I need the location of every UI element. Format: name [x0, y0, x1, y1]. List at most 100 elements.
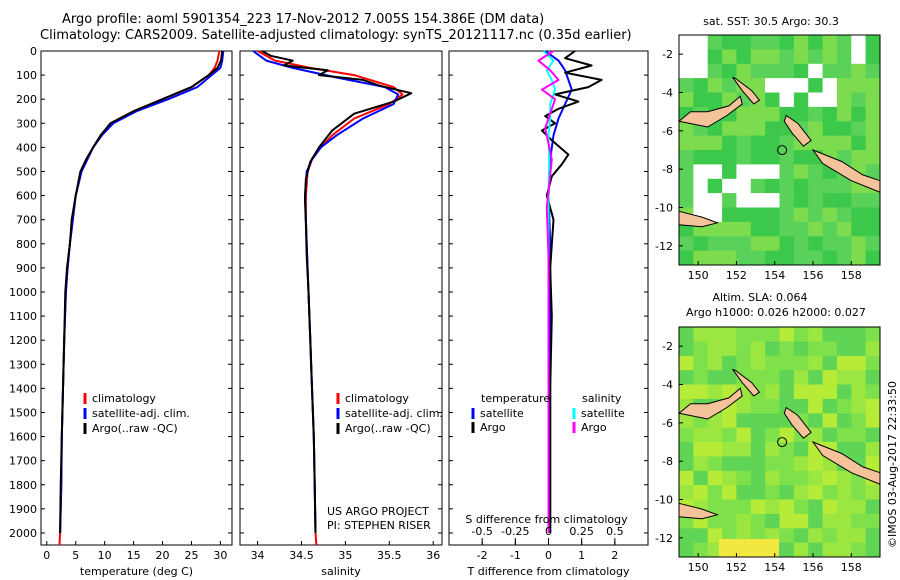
map-pixel — [779, 193, 795, 208]
map-pixel — [793, 92, 809, 108]
map-pixel — [750, 207, 766, 223]
map-pixel — [865, 236, 881, 252]
map-pixel — [808, 456, 824, 472]
map-pixel — [808, 207, 824, 223]
depth-tick-label: 0 — [30, 45, 37, 58]
map-pixel — [836, 236, 852, 252]
map-pixel — [822, 178, 838, 194]
map-pixel-high — [719, 539, 779, 557]
map-pixel — [808, 370, 824, 385]
map-pixel — [679, 370, 694, 385]
map-pixel — [679, 164, 694, 180]
map-pixel — [793, 106, 809, 122]
map-sla: 150 152 154 156 158 -2 -4 -6 -8 -10 -12 — [655, 326, 881, 574]
map-pixel — [779, 207, 795, 223]
map-pixel — [836, 121, 852, 137]
map-pixel — [808, 528, 824, 544]
map-pixel — [779, 499, 795, 515]
map-pixel — [793, 370, 809, 385]
map-pixel — [808, 121, 824, 137]
map-pixel — [808, 193, 824, 208]
map-pixel — [808, 35, 824, 50]
map-pixel — [707, 442, 723, 457]
map-pixel — [808, 221, 824, 237]
x-tick-label: 35 — [338, 549, 352, 562]
map-frame — [678, 34, 881, 266]
map-pixel — [707, 513, 723, 529]
map-pixel — [808, 78, 824, 93]
map-pixel — [679, 341, 694, 357]
map-sla-title: Altim. SLA: 0.064 — [712, 291, 807, 304]
map-sla-subtitle: Argo h1000: 0.026 h2000: 0.027 — [686, 306, 866, 319]
map-pixel — [707, 327, 723, 342]
map-pixel — [722, 413, 737, 429]
map-pixel — [693, 150, 709, 165]
map-pixel — [736, 178, 752, 194]
map-pixel — [722, 341, 737, 357]
map-pixel — [765, 427, 780, 443]
map-pixel — [779, 542, 795, 558]
x-tick-label: 0 — [545, 549, 552, 562]
map-pixel — [808, 542, 824, 558]
map-pixel — [750, 106, 766, 122]
map-pixel — [779, 427, 795, 443]
map-pixel — [750, 485, 766, 500]
map-pixel — [779, 370, 795, 385]
map-pixel — [679, 542, 694, 558]
header-line-2: Climatology: CARS2009. Satellite-adjuste… — [40, 28, 632, 43]
map-pixel — [765, 456, 780, 472]
map-pixel — [736, 164, 752, 180]
map-pixel — [693, 327, 709, 342]
map-pixel — [736, 355, 752, 371]
map-pixel — [736, 442, 752, 457]
map-pixel — [765, 63, 780, 79]
map-x-tick-label: 152 — [726, 561, 747, 574]
map-pixel — [808, 355, 824, 371]
map-pixel — [736, 150, 752, 165]
map-pixel — [836, 485, 852, 500]
map-pixel — [750, 398, 766, 414]
map-pixel — [793, 63, 809, 79]
map-pixel — [808, 327, 824, 342]
map-pixel — [793, 398, 809, 414]
map-pixel — [793, 499, 809, 515]
depth-tick-label: 1800 — [9, 479, 37, 492]
legend-entry: Argo — [480, 421, 506, 434]
legend-temperature: climatology satellite-adj. clim. Argo(..ra… — [83, 392, 190, 435]
map-pixel — [793, 178, 809, 194]
legend-entry: satellite — [480, 407, 524, 420]
map-pixel — [779, 528, 795, 544]
map-pixel — [865, 106, 881, 122]
map-pixel — [865, 442, 881, 457]
x-axis-label: salinity — [321, 565, 361, 578]
map-pixel — [793, 341, 809, 357]
map-pixel — [822, 35, 838, 50]
map-y-tick-label: -2 — [662, 340, 673, 353]
map-pixel — [836, 398, 852, 414]
map-pixel — [793, 49, 809, 65]
map-pixel — [822, 221, 838, 237]
map-pixel — [836, 355, 852, 371]
map-pixel — [693, 49, 709, 65]
credits-pi: PI: STEPHEN RISER — [327, 519, 431, 532]
map-pixel — [679, 528, 694, 544]
map-pixel — [779, 485, 795, 500]
map-pixel — [707, 528, 723, 544]
x-tick-label: 15 — [127, 549, 141, 562]
x-tick-label: 34.5 — [289, 549, 314, 562]
map-pixel — [707, 456, 723, 472]
map-pixel — [851, 398, 867, 414]
map-pixel — [822, 193, 838, 208]
map-pixel — [693, 35, 709, 50]
map-pixel — [679, 442, 694, 457]
map-pixel — [836, 413, 852, 429]
map-y-tick-label: -4 — [662, 379, 673, 392]
map-pixel — [779, 384, 795, 400]
map-pixel — [779, 78, 795, 93]
x-tick-label: 5 — [72, 549, 79, 562]
map-pixel — [765, 398, 780, 414]
depth-tick-label: 1600 — [9, 431, 37, 444]
map-pixel — [722, 178, 737, 194]
map-pixel — [693, 370, 709, 385]
map-pixel — [765, 178, 780, 194]
